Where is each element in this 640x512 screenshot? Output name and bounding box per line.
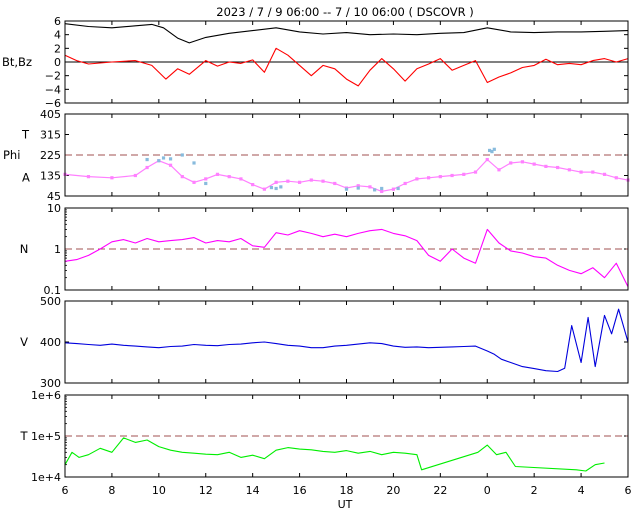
y-tick-label: 1 [54,243,61,256]
data-point-phi [161,156,166,160]
x-tick-label: 14 [246,484,260,497]
x-tick-label: 0 [484,484,491,497]
y-tick-label: 45 [47,190,61,203]
data-point-phi [380,186,384,191]
x-tick-label: 18 [340,484,354,497]
x-tick-label: 2 [531,484,538,497]
y-tick-label: −6 [45,97,61,110]
data-point-phi [145,157,149,162]
series-line-n [64,228,629,288]
y-tick-label: 400 [40,336,61,349]
panel-stack: 6420−2−4−6Bt,Bz40531522513545TPhiA1010.1… [2,15,630,484]
y-axis-label-a: A [22,171,30,185]
series-line-bz [64,47,629,87]
data-point-phi [356,186,360,190]
x-tick-label: 12 [199,484,213,497]
y-axis-label: N [20,242,29,256]
data-point-phi [269,185,274,190]
y-tick-label: 1e+4 [31,471,61,484]
x-tick-label: 16 [293,484,307,497]
series-line-bt [64,23,629,44]
y-tick-label: 1e+6 [31,389,61,402]
y-tick-label: 10 [47,202,61,215]
x-tick-label: 4 [578,484,585,497]
data-point-phi [487,148,492,153]
y-axis-label: Bt,Bz [2,55,32,69]
y-axis-label: V [20,335,28,349]
y-tick-label: 225 [40,149,61,162]
series-line-v [64,308,629,373]
series-line-t [64,437,605,472]
data-point-phi [492,147,496,151]
data-point-phi [168,157,173,161]
data-point-phi [279,185,283,189]
y-tick-label: 2 [54,42,61,55]
y-tick-label: −4 [45,83,61,96]
y-axis-label-t: T [21,128,30,142]
y-tick-label: 300 [40,377,61,390]
x-tick-label: 6 [625,484,632,497]
y-axis-label-phi: Phi [3,148,20,162]
x-tick-label: 6 [62,484,69,497]
y-tick-label: −2 [45,70,61,83]
data-point-phi [204,181,208,186]
x-tick-label: 22 [433,484,447,497]
time-axis: 6 8 10 12 14 16 18 20 22 0 2 4 6 [62,484,632,497]
data-point-phi [396,186,400,191]
data-point-phi [344,187,349,191]
data-point-phi [274,186,278,191]
x-tick-label: 10 [152,484,166,497]
y-tick-label: 500 [40,295,61,308]
y-tick-label: 0 [54,56,61,69]
x-tick-label: 20 [386,484,400,497]
y-tick-label: 135 [40,170,61,183]
x-tick-label: 8 [108,484,115,497]
y-tick-label: 6 [54,15,61,28]
y-tick-label: 315 [40,129,61,142]
panel-5: 1e+6 1e+5 1e+4 T [19,389,629,484]
data-point-phi [180,153,184,157]
y-tick-label: 1e+5 [31,430,61,443]
y-tick-label: 0.1 [44,284,62,297]
y-axis-label: T [19,429,28,443]
data-point-phi [157,159,161,163]
data-point-phi [490,149,494,154]
x-axis-label: UT [338,498,353,511]
y-tick-label: 4 [54,29,61,42]
data-point-phi [373,188,377,192]
series-line-a [64,158,629,193]
chart-title: 2023 / 7 / 9 06:00 -- 7 / 10 06:00 ( DSC… [216,5,473,19]
data-point-phi [192,161,196,165]
panel-3: 10 1 0.1 N [20,202,629,297]
y-tick-label: 405 [40,108,61,121]
panel-4: 500 400 300 V [20,295,629,390]
